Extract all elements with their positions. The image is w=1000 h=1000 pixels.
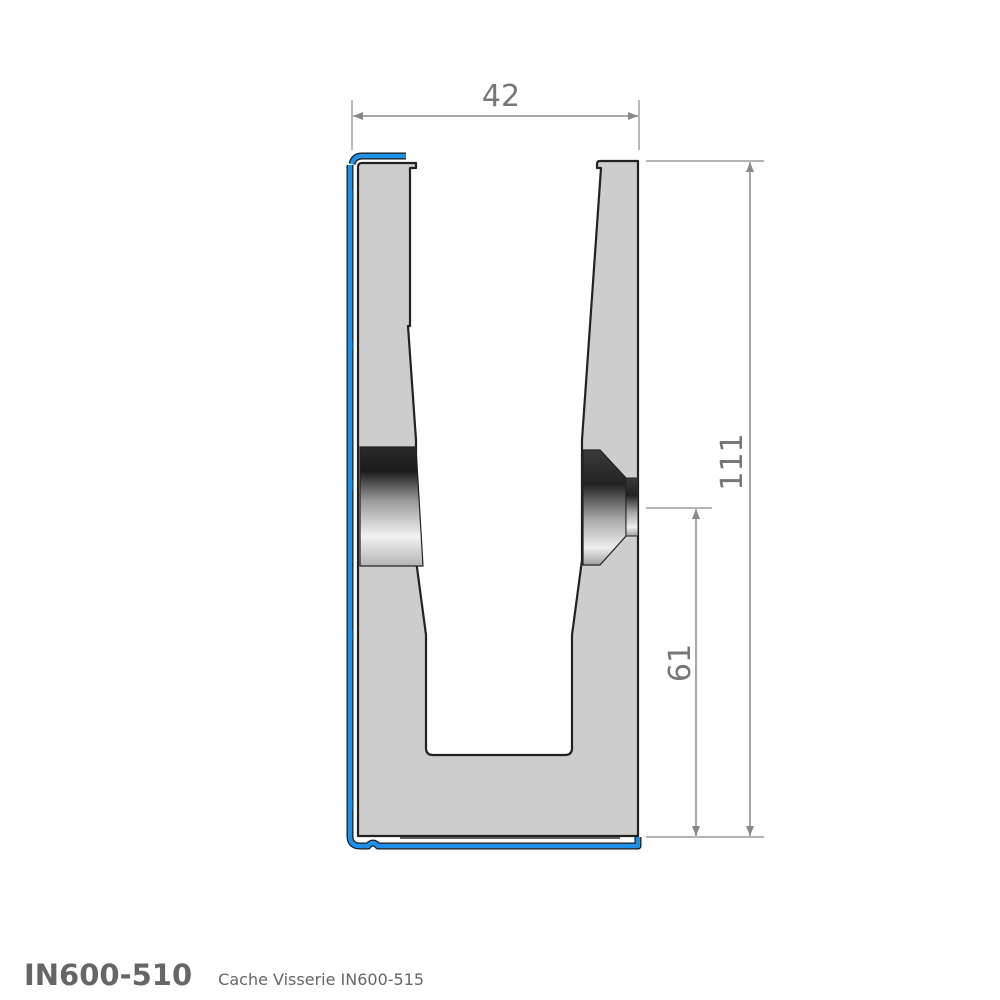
height-dimension: 111 — [646, 160, 764, 838]
width-dimension-label: 42 — [482, 79, 520, 114]
width-dimension: 42 — [351, 79, 640, 150]
height-dimension-label: 111 — [715, 433, 750, 490]
product-code: IN600-510 — [24, 958, 193, 992]
right-bolt-head — [582, 449, 639, 566]
blue-cover — [346, 152, 642, 850]
bolt-height-dimension-label: 61 — [663, 644, 698, 682]
product-description: Cache Visserie IN600-515 — [218, 970, 425, 989]
bolt-height-dimension: 61 — [646, 507, 712, 836]
footer: IN600-510 Cache Visserie IN600-515 — [24, 958, 424, 992]
left-bolt-head — [359, 446, 424, 567]
